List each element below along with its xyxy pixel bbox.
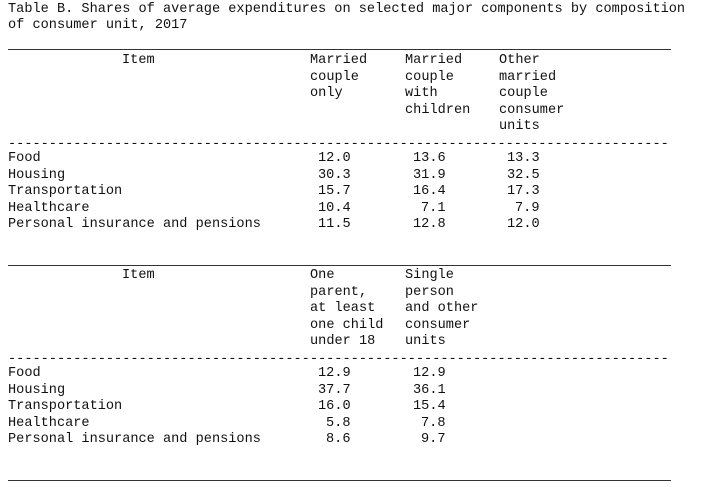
header-line: married [499,69,557,85]
row-value: 32.5 [507,167,540,183]
table2-bottom-rule [8,480,671,481]
row-value: 10.4 [318,200,351,216]
row-value: 12.0 [318,151,351,166]
row-label: Housing [8,382,66,398]
row-label: Transportation [8,399,123,415]
row-label: Healthcare [8,200,90,216]
row-value: 36.1 [413,382,446,398]
header-line: couple [405,69,454,85]
table-title-line-2: of consumer unit, 2017 [8,18,188,33]
row-label: Personal insurance and pensions [8,217,261,233]
row-value: 15.4 [413,399,446,415]
table1-item-header: Item [122,53,155,68]
header-line: Married [310,53,368,68]
header-line: units [405,334,446,350]
header-line: units [499,119,540,135]
row-value: 31.9 [413,167,446,183]
header-line: under 18 [310,334,376,350]
row-value: 12.8 [413,217,446,233]
header-line: consumer [405,317,471,333]
row-label: Healthcare [8,415,90,431]
row-label: Housing [8,167,66,183]
row-value: 7.8 [421,415,446,431]
header-line: consumer [499,102,565,118]
header-line: couple [499,86,548,102]
row-value: 12.9 [413,366,446,381]
table1-top-rule [8,49,671,50]
row-value: 15.7 [318,184,351,200]
header-line: person [405,284,454,300]
row-value: 16.0 [318,399,351,415]
row-value: 17.3 [507,184,540,200]
row-label: Transportation [8,184,123,200]
row-value: 9.7 [421,432,446,448]
row-label: Food [8,151,41,166]
header-line: couple [310,69,359,85]
header-line: children [405,102,471,118]
table-title-line-1: Table B. Shares of average expenditures … [8,2,686,17]
row-label: Personal insurance and pensions [8,432,261,448]
header-line: parent, [310,284,368,300]
row-value: 12.0 [507,217,540,233]
table2-dashed-separator: ----------------------------------------… [8,352,671,367]
row-value: 30.3 [318,167,351,183]
header-line: only [310,86,343,102]
table1-dashed-separator: ----------------------------------------… [8,137,671,152]
table2-top-rule [8,265,671,266]
row-value: 16.4 [413,184,446,200]
header-line: One [310,268,335,283]
row-value: 12.9 [318,366,351,381]
header-line: Single [405,268,454,283]
row-value: 7.1 [421,200,446,216]
row-label: Food [8,366,41,381]
header-line: Married [405,53,463,68]
row-value: 11.5 [318,217,351,233]
table2-item-header: Item [122,268,155,283]
header-line: Other [499,53,540,68]
header-line: one child [310,317,384,333]
header-line: with [405,86,438,102]
row-value: 7.9 [515,200,540,216]
header-line: and other [405,301,479,317]
row-value: 37.7 [318,382,351,398]
row-value: 13.6 [413,151,446,166]
row-value: 5.8 [326,415,351,431]
header-line: at least [310,301,376,317]
row-value: 13.3 [507,151,540,166]
row-value: 8.6 [326,432,351,448]
